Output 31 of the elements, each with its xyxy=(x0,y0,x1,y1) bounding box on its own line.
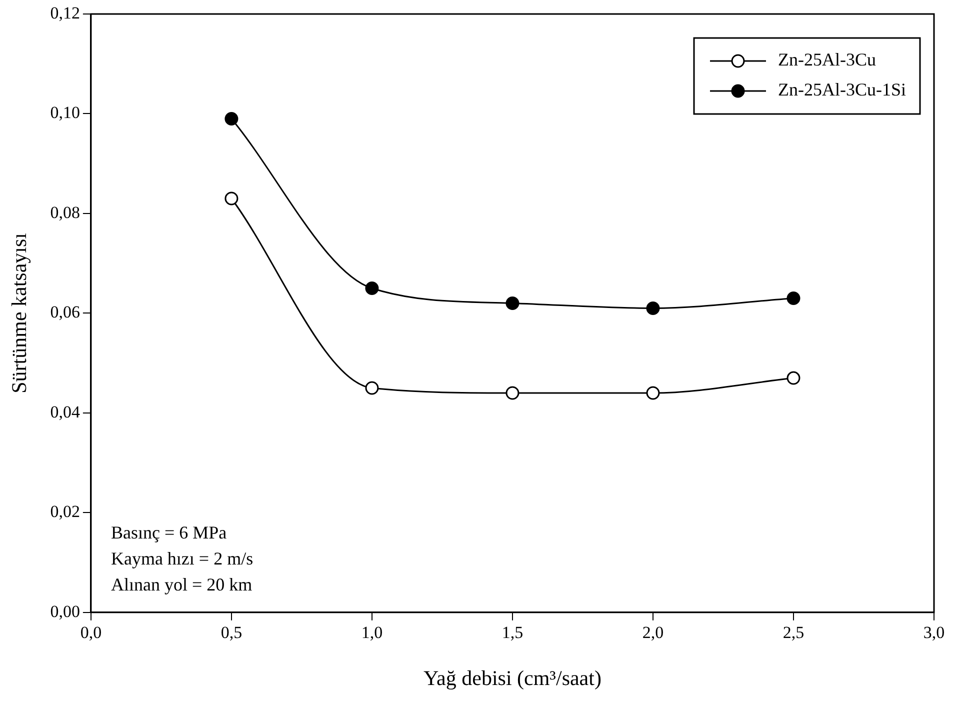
x-tick-label: 2,0 xyxy=(642,623,664,642)
x-axis-title: Yağ debisi (cm³/saat) xyxy=(423,666,602,690)
legend-label: Zn-25Al-3Cu-1Si xyxy=(778,80,906,100)
y-tick-label: 0,12 xyxy=(50,3,80,22)
x-tick-label: 3,0 xyxy=(923,623,945,642)
legend-label: Zn-25Al-3Cu xyxy=(778,50,876,70)
x-tick-label: 1,5 xyxy=(502,623,524,642)
point xyxy=(224,112,238,126)
x-tick-label: 1,0 xyxy=(361,623,383,642)
point xyxy=(646,386,660,400)
point xyxy=(224,192,238,206)
y-tick-label: 0,10 xyxy=(50,103,80,122)
x-tick-label: 2,5 xyxy=(782,623,804,642)
point xyxy=(646,301,660,315)
point xyxy=(506,296,520,310)
y-tick-label: 0,06 xyxy=(50,302,80,322)
point xyxy=(365,282,379,296)
y-tick-label: 0,00 xyxy=(50,602,80,621)
x-tick-label: 0,0 xyxy=(80,623,102,642)
annotation: Alınan yol = 20 km xyxy=(110,574,252,594)
x-tick-label: 0,5 xyxy=(220,623,242,642)
y-axis-title: Sürtünme katsayısı xyxy=(7,232,32,394)
point xyxy=(365,381,379,395)
annotation: Kayma hızı = 2 m/s xyxy=(110,548,254,568)
y-tick-label: 0,08 xyxy=(50,202,80,222)
y-tick-label: 0,04 xyxy=(50,402,80,422)
y-tick-label: 0,02 xyxy=(50,502,80,522)
point xyxy=(786,291,800,305)
annotation: Basınç = 6 MPa xyxy=(110,522,227,542)
point xyxy=(786,371,800,385)
point xyxy=(506,386,520,400)
